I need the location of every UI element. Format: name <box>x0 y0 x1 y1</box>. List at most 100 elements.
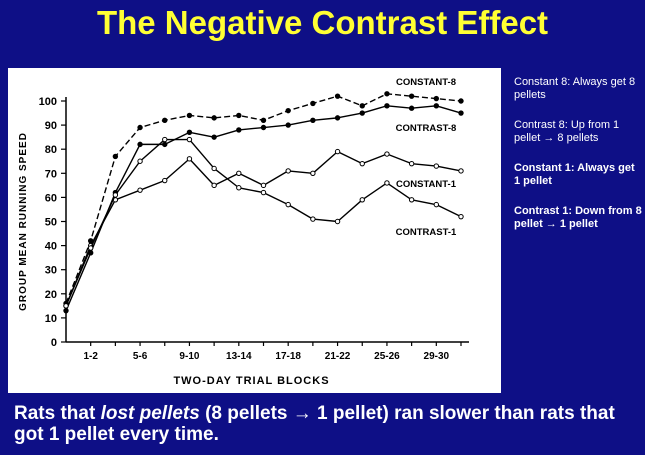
data-point-constant-1 <box>384 151 390 157</box>
y-tick-label: 70 <box>45 168 57 180</box>
data-point-constant-1 <box>285 168 291 174</box>
data-point-constant-1 <box>236 170 242 177</box>
x-tick-label: 21-22 <box>325 351 351 362</box>
line-chart: 0 10 20 30 40 50 60 70 80 90 100 1-2 5-6 9-10 13-14 17-… <box>18 77 469 387</box>
data-point-contrast-1 <box>384 180 390 186</box>
data-point-contrast-8 <box>63 307 69 314</box>
data-point-contrast-1 <box>137 158 143 164</box>
data-point-constant-8 <box>359 103 365 109</box>
data-point-constant-1 <box>408 160 415 167</box>
x-tick-label: 17-18 <box>275 351 301 362</box>
data-point-contrast-8 <box>433 103 440 109</box>
note-constant-8: Constant 8: Always get 8 pellets <box>514 76 636 101</box>
series-label-contrast-1: CONTRAST-1 <box>396 227 457 238</box>
data-point-contrast-1 <box>162 136 168 143</box>
data-point-contrast-8 <box>236 127 242 133</box>
y-tick-label: 80 <box>45 144 57 156</box>
data-point-constant-1 <box>162 177 168 184</box>
data-point-contrast-8 <box>285 122 291 128</box>
data-point-constant-8 <box>186 112 193 119</box>
chart-axes: 0 10 20 30 40 50 60 70 80 90 100 1-2 5-6 9-10 13-14 17-… <box>18 96 469 387</box>
y-tick-label: 20 <box>45 289 57 301</box>
data-point-contrast-8 <box>458 110 464 116</box>
data-point-contrast-8 <box>310 117 316 123</box>
data-point-contrast-8 <box>384 103 390 109</box>
series-label-contrast-8: CONTRAST-8 <box>396 123 457 134</box>
data-point-constant-1 <box>260 182 267 189</box>
data-point-constant-8 <box>236 112 242 119</box>
data-point-constant-8 <box>260 117 267 123</box>
data-point-constant-8 <box>384 91 390 97</box>
legend-notes: Constant 8: Always get 8 pellets Contras… <box>514 76 642 248</box>
data-point-contrast-1 <box>310 216 316 222</box>
data-point-constant-8 <box>334 93 341 99</box>
caption-emphasis: lost pellets <box>100 403 200 424</box>
y-tick-label: 10 <box>45 313 57 325</box>
data-point-constant-8 <box>137 124 143 131</box>
data-point-contrast-1 <box>87 245 94 251</box>
slide-caption: Rats that lost pellets (8 pellets → 1 pe… <box>14 403 639 445</box>
data-point-constant-8 <box>458 98 464 104</box>
x-tick-label: 5-6 <box>133 351 148 362</box>
data-point-constant-8 <box>211 115 217 121</box>
data-point-contrast-1 <box>186 136 193 143</box>
data-point-contrast-8 <box>211 134 217 140</box>
caption-part-2: (8 pellets → 1 pellet) ran slower than r… <box>14 403 615 445</box>
y-tick-label: 100 <box>39 96 57 108</box>
y-tick-label: 50 <box>45 217 57 229</box>
series-layer <box>63 91 464 314</box>
x-tick-label: 13-14 <box>226 351 252 362</box>
data-point-contrast-1 <box>63 303 69 309</box>
x-tick-label: 9-10 <box>179 351 199 362</box>
data-point-contrast-8 <box>137 141 143 148</box>
labels-layer: CONSTANT-8 CONTRAST-8 CONSTANT-1 CONTRAST-1 <box>396 77 457 238</box>
data-point-contrast-8 <box>359 110 365 116</box>
series-line-contrast-8 <box>65 105 462 311</box>
data-point-constant-1 <box>458 168 464 174</box>
data-point-contrast-8 <box>334 115 341 121</box>
data-point-constant-8 <box>433 95 440 102</box>
data-point-contrast-1 <box>236 185 242 191</box>
data-point-contrast-8 <box>260 124 267 131</box>
note-constant-1: Constant 1: Always get 1 pellet <box>514 162 635 187</box>
y-tick-label: 90 <box>45 120 57 132</box>
data-point-constant-8 <box>112 153 119 160</box>
y-tick-label: 30 <box>45 265 57 277</box>
series-line-contrast-1 <box>65 138 462 307</box>
note-contrast-8: Contrast 8: Up from 1 pellet → 8 pellets <box>514 119 620 144</box>
data-point-constant-1 <box>310 170 316 177</box>
data-point-constant-1 <box>137 187 143 193</box>
data-point-contrast-1 <box>334 218 341 225</box>
data-point-constant-1 <box>359 160 365 167</box>
caption-part-1: Rats that <box>14 403 101 424</box>
data-point-constant-1 <box>211 182 217 189</box>
data-point-contrast-8 <box>186 129 193 136</box>
data-point-contrast-1 <box>408 197 415 203</box>
data-point-contrast-1 <box>359 197 365 203</box>
data-point-constant-8 <box>162 117 168 123</box>
data-point-contrast-1 <box>211 165 217 172</box>
note-contrast-1: Contrast 1: Down from 8 pellet → 1 pelle… <box>514 205 642 230</box>
data-point-constant-1 <box>433 163 440 169</box>
slide-title: The Negative Contrast Effect <box>96 4 549 41</box>
data-point-constant-8 <box>310 100 316 107</box>
x-axis-title: TWO-DAY TRIAL BLOCKS <box>173 375 329 387</box>
y-tick-label: 40 <box>45 241 57 253</box>
data-point-contrast-8 <box>408 105 415 111</box>
data-point-contrast-1 <box>458 213 464 220</box>
y-tick-label: 0 <box>51 337 57 349</box>
data-point-contrast-8 <box>162 141 168 148</box>
x-tick-label: 29-30 <box>424 351 450 362</box>
chart-panel: 0 10 20 30 40 50 60 70 80 90 100 1-2 5-6 9-10 13-14 17-… <box>8 68 501 393</box>
x-tick-label: 1-2 <box>83 351 98 362</box>
y-axis-title: GROUP MEAN RUNNING SPEED <box>18 132 29 311</box>
data-point-constant-1 <box>334 148 341 155</box>
data-point-contrast-1 <box>285 201 291 208</box>
data-point-constant-1 <box>186 156 193 162</box>
data-point-constant-8 <box>408 93 415 99</box>
x-tick-label: 25-26 <box>374 351 400 362</box>
series-label-constant-8: CONSTANT-8 <box>396 77 456 88</box>
data-point-contrast-1 <box>112 192 119 198</box>
data-point-constant-8 <box>285 107 291 114</box>
series-label-constant-1: CONSTANT-1 <box>396 179 457 190</box>
